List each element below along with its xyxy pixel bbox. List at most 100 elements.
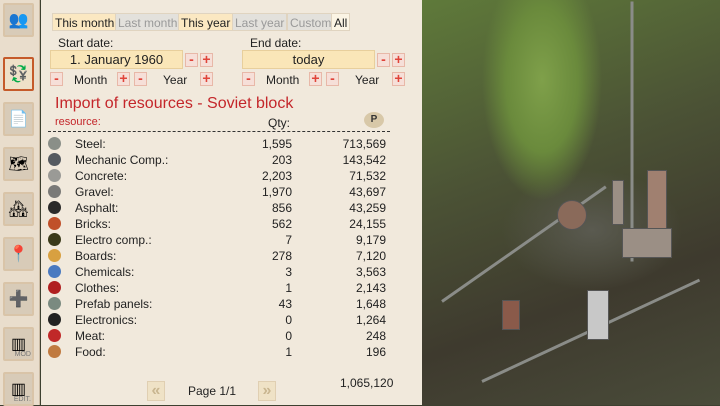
prev-page-button[interactable]: « [147, 381, 165, 401]
electronics-icon [48, 313, 61, 326]
end-date-field[interactable]: today [242, 50, 375, 69]
resource-value: 71,532 [349, 169, 386, 183]
tab-last-month[interactable]: Last month [115, 13, 181, 31]
sidebar-buildings-button[interactable]: 🏘 [3, 192, 34, 226]
chemicals-icon [48, 265, 61, 278]
resource-value: 248 [365, 329, 386, 343]
resource-name: Meat: [75, 329, 106, 343]
sidebar-transport-lines-button[interactable]: 🗺 [3, 147, 34, 181]
table-row: Electronics: 0 1,264 [48, 312, 390, 328]
resource-value: 43,259 [349, 201, 386, 215]
table-row: Asphalt: 856 43,259 [48, 200, 390, 216]
header-divider [48, 131, 390, 132]
start-day-minus-button[interactable]: - [185, 52, 198, 67]
next-page-button[interactable]: » [258, 381, 276, 401]
sidebar-workers-button[interactable]: 👥 [3, 3, 34, 37]
table-row: Meat: 0 248 [48, 328, 390, 344]
total-value: 1,065,120 [340, 376, 394, 390]
resource-qty: 1 [285, 345, 292, 359]
meat-icon [48, 329, 61, 342]
clothes-icon [48, 281, 61, 294]
tab-last-year[interactable]: Last year [232, 13, 288, 31]
start-year-plus-button[interactable]: + [200, 71, 213, 86]
resource-qty: 856 [271, 201, 292, 215]
tab-custom[interactable]: Custom [287, 13, 335, 31]
resource-value: 43,697 [349, 185, 386, 199]
resource-name: Gravel: [75, 185, 114, 199]
resource-name: Prefab panels: [75, 297, 153, 311]
resource-value: 713,569 [342, 137, 386, 151]
money-icon: P [364, 112, 384, 128]
start-month-minus-button[interactable]: - [50, 71, 63, 86]
resource-name: Electro comp.: [75, 233, 152, 247]
resource-name: Food: [75, 345, 106, 359]
resource-qty: 1,595 [261, 137, 292, 151]
sidebar-location-button[interactable]: 📍 [3, 237, 34, 271]
start-date-label: Start date: [58, 36, 114, 50]
page-title: Import of resources - Soviet block [55, 95, 294, 112]
table-row: Bricks: 562 24,155 [48, 216, 390, 232]
money-icon-letter: P [370, 114, 378, 125]
resource-value: 2,143 [355, 281, 386, 295]
tab-this-year[interactable]: This year [178, 13, 234, 31]
resource-qty: 43 [278, 297, 292, 311]
qty-column-header: Qty: [268, 116, 291, 130]
resource-qty: 562 [271, 217, 292, 231]
end-month-minus-button[interactable]: - [242, 71, 255, 86]
mod-building-icon: ▥ [10, 336, 27, 353]
table-row: Concrete: 2,203 71,532 [48, 168, 390, 184]
resource-name: Chemicals: [75, 265, 135, 279]
resource-qty: 7 [285, 233, 292, 247]
start-year-label: Year [163, 73, 188, 87]
resource-name: Bricks: [75, 217, 111, 231]
steel-icon [48, 137, 61, 150]
game-map-view[interactable] [422, 0, 720, 405]
end-year-plus-button[interactable]: + [392, 71, 405, 86]
table-row: Steel: 1,595 713,569 [48, 136, 390, 152]
end-month-plus-button[interactable]: + [309, 71, 322, 86]
resource-qty: 278 [271, 249, 292, 263]
resource-name: Clothes: [75, 281, 120, 295]
resource-name: Electronics: [75, 313, 138, 327]
sidebar-edit-button[interactable]: ▥ EDIT. [3, 372, 34, 406]
start-year-minus-button[interactable]: - [134, 71, 147, 86]
bricks-icon [48, 217, 61, 230]
start-day-plus-button[interactable]: + [200, 52, 213, 67]
resource-qty: 0 [285, 313, 292, 327]
tab-all[interactable]: All [331, 13, 351, 31]
resource-value: 196 [365, 345, 386, 359]
resource-name: Asphalt: [75, 201, 119, 215]
sidebar-add-building-button[interactable]: ➕ [3, 282, 34, 316]
sidebar-mod-button[interactable]: ▥ MOD [3, 327, 34, 361]
edit-building-icon: ▥ [10, 381, 27, 398]
resource-column-header: resource: [55, 116, 101, 128]
table-row: Clothes: 1 2,143 [48, 280, 390, 296]
start-month-label: Month [74, 73, 108, 87]
start-date-field[interactable]: 1. January 1960 [50, 50, 183, 69]
resource-name: Concrete: [75, 169, 128, 183]
end-year-minus-button[interactable]: - [326, 71, 339, 86]
trade-icon: 💱 [8, 66, 29, 83]
electro-icon [48, 233, 61, 246]
resource-value: 7,120 [355, 249, 386, 263]
start-month-plus-button[interactable]: + [117, 71, 130, 86]
resource-value: 3,563 [355, 265, 386, 279]
sidebar-documents-button[interactable]: 📄 [3, 102, 34, 136]
sidebar: 👥 💱 📄 🗺 🏘 📍 ➕ ▥ MOD ▥ EDIT. [0, 0, 40, 406]
edit-label: EDIT. [13, 396, 31, 403]
resource-qty: 0 [285, 329, 292, 343]
resource-qty: 1,970 [261, 185, 292, 199]
concrete-icon [48, 169, 61, 182]
workers-icon: 👥 [8, 12, 29, 29]
table-row: Boards: 278 7,120 [48, 248, 390, 264]
tab-this-month[interactable]: This month [52, 13, 118, 31]
document-icon: 📄 [8, 111, 29, 128]
end-date-label: End date: [250, 36, 302, 50]
end-year-label: Year [355, 73, 380, 87]
end-day-minus-button[interactable]: - [377, 52, 390, 67]
end-day-plus-button[interactable]: + [392, 52, 405, 67]
sidebar-trade-button[interactable]: 💱 [3, 57, 34, 91]
asphalt-icon [48, 201, 61, 214]
transport-lines-icon: 🗺 [8, 156, 29, 173]
panels-icon [48, 297, 61, 310]
